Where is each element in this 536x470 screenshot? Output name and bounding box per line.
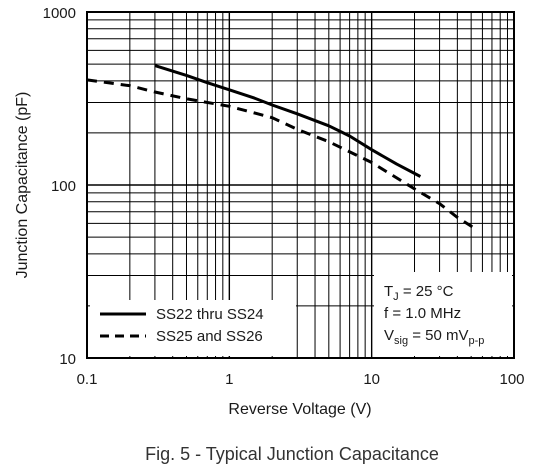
legend-label-ss25: SS25 and SS26 xyxy=(156,328,263,345)
x-tick-label: 100 xyxy=(499,371,524,388)
conditions-box: TJ = 25 °C f = 1.0 MHz Vsig = 50 mVp-p xyxy=(374,272,512,356)
series-line-ss22-ss24 xyxy=(154,64,422,178)
conditions-background xyxy=(374,272,512,356)
condition-vsig: Vsig = 50 mVp-p xyxy=(384,327,484,347)
x-axis-title: Reverse Voltage (V) xyxy=(228,401,371,418)
x-tick-label: 0.1 xyxy=(77,371,98,388)
plot-frame xyxy=(86,11,515,359)
legend-label-ss22: SS22 thru SS24 xyxy=(156,306,264,323)
y-tick-label: 10 xyxy=(59,351,76,368)
series-lines xyxy=(86,64,478,232)
x-tick-label: 10 xyxy=(363,371,380,388)
y-tick-label: 100 xyxy=(51,178,76,195)
series-line-ss25-ss26 xyxy=(86,78,478,232)
y-tick-label: 1000 xyxy=(43,5,76,22)
figure-caption: Fig. 5 - Typical Junction Capacitance xyxy=(145,444,439,464)
legend-box xyxy=(90,300,296,356)
legend: SS22 thru SS24 SS25 and SS26 xyxy=(90,300,296,356)
condition-tj: TJ = 25 °C xyxy=(384,283,454,303)
y-axis-title: Junction Capacitance (pF) xyxy=(14,92,31,279)
x-tick-label: 1 xyxy=(225,371,233,388)
condition-frequency: f = 1.0 MHz xyxy=(384,305,461,322)
